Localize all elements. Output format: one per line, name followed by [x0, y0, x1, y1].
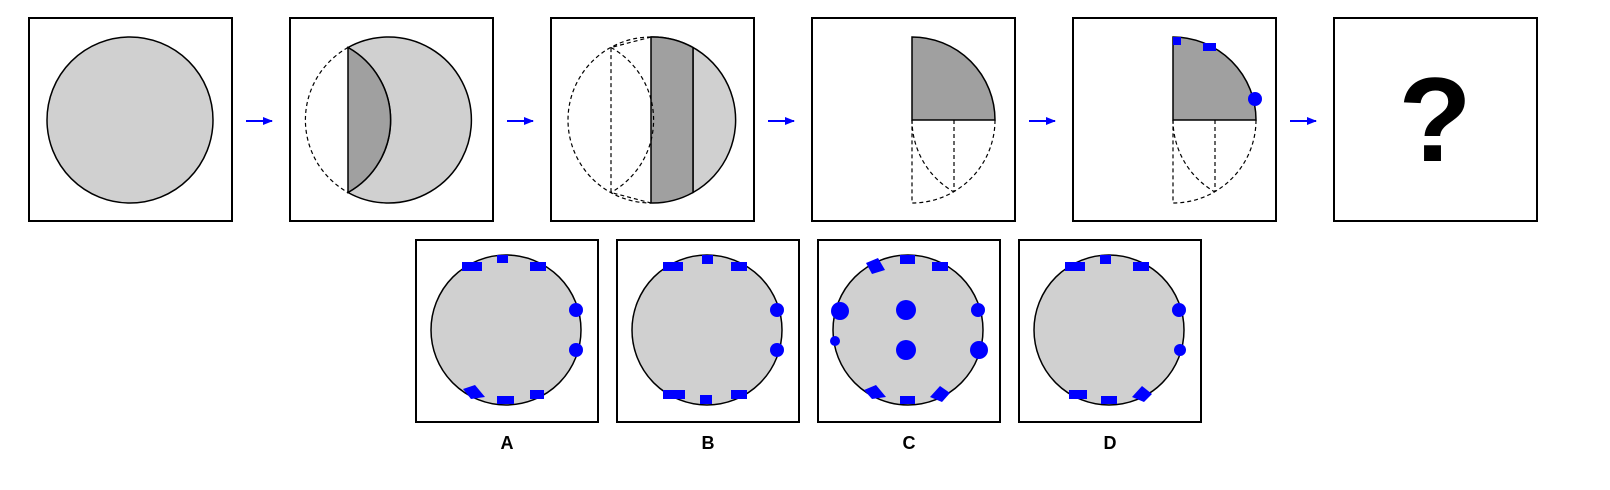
square-hole-icon — [1173, 37, 1181, 45]
fold-dashed-arc — [911, 119, 955, 193]
square-hole-icon — [530, 262, 546, 271]
round-hole-icon — [896, 300, 916, 320]
square-hole-icon — [731, 262, 747, 271]
round-hole-icon — [770, 303, 784, 317]
round-hole-icon — [970, 341, 988, 359]
square-hole-icon — [1065, 262, 1085, 271]
option-d-label: D — [1104, 433, 1117, 453]
folded-quarter — [911, 36, 996, 121]
option-c-label: C — [903, 433, 916, 453]
option-a-label: A — [501, 433, 514, 453]
square-hole-icon — [700, 395, 712, 404]
fold-dashed-lower — [1172, 119, 1257, 204]
square-hole-icon — [900, 396, 915, 404]
step-4-panel — [811, 17, 1016, 222]
square-hole-icon — [702, 255, 713, 264]
option-c-disc — [832, 254, 984, 406]
round-hole-icon — [569, 343, 583, 357]
folded-quarter — [1172, 36, 1257, 121]
round-hole-icon — [1172, 303, 1186, 317]
square-hole-icon — [731, 390, 747, 399]
square-hole-icon — [1133, 262, 1149, 271]
round-hole-icon — [971, 303, 985, 317]
square-hole-icon — [663, 262, 683, 271]
folded-flap — [347, 46, 392, 194]
option-d-disc — [1033, 254, 1185, 406]
question-panel: ? — [1333, 17, 1538, 222]
square-hole-icon — [932, 262, 948, 271]
square-hole-icon — [900, 255, 915, 264]
square-hole-icon — [462, 262, 482, 271]
original-edge-dashed — [304, 46, 349, 194]
round-hole-icon — [770, 343, 784, 357]
step-5-panel — [1072, 17, 1277, 222]
square-hole-icon — [663, 390, 685, 399]
square-hole-icon — [1203, 43, 1216, 51]
question-frame — [1333, 17, 1538, 222]
step-2-panel — [289, 17, 494, 222]
option-c[interactable]: C — [817, 239, 1001, 453]
square-hole-icon — [1100, 255, 1111, 264]
option-d[interactable]: D — [1018, 239, 1202, 453]
square-hole-icon — [530, 390, 544, 399]
step-1-panel — [28, 17, 233, 222]
option-a-disc — [430, 254, 582, 406]
fold-dashed-left — [567, 36, 652, 204]
question-mark: ? — [1398, 53, 1471, 187]
square-hole-icon — [1069, 390, 1087, 399]
fold-dashed-arc — [1172, 119, 1216, 193]
square-hole-icon — [1101, 396, 1117, 404]
diamond-hole-icon — [864, 385, 886, 399]
square-hole-icon — [497, 396, 514, 404]
diamond-hole-icon — [1132, 386, 1152, 402]
square-hole-icon — [497, 255, 508, 263]
option-b-label: B — [702, 433, 715, 453]
round-hole-icon — [830, 336, 840, 346]
paper-circle — [46, 36, 214, 204]
round-hole-icon — [569, 303, 583, 317]
folded-layers — [650, 36, 694, 204]
fold-dashed-outer — [610, 36, 652, 204]
round-hole-icon — [1248, 92, 1262, 106]
diamond-hole-icon — [463, 385, 485, 399]
option-b-disc — [631, 254, 783, 406]
round-hole-icon — [896, 340, 916, 360]
diamond-hole-icon — [866, 258, 885, 274]
round-hole-icon — [831, 302, 849, 320]
round-hole-icon — [1174, 344, 1186, 356]
diamond-hole-icon — [930, 386, 950, 402]
option-b[interactable]: B — [616, 239, 800, 453]
fold-dashed-lower — [911, 119, 996, 204]
option-a[interactable]: A — [415, 239, 599, 453]
step-3-panel — [550, 17, 755, 222]
fold-dashed-arc — [610, 46, 655, 194]
